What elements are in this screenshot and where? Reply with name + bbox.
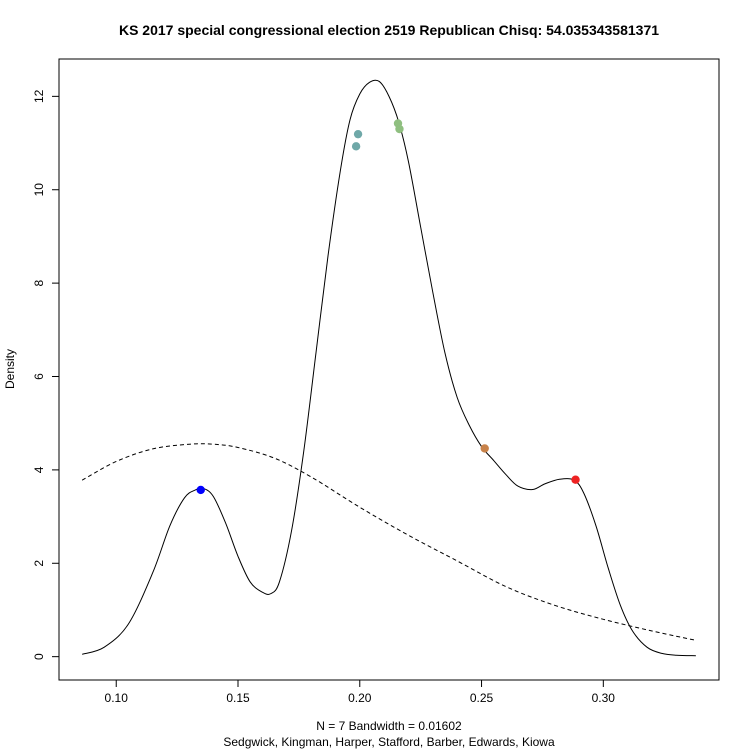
y-axis: 0 2 4 6 8 10 12 [32,89,60,660]
x-tick-label: 0.25 [470,691,494,705]
chart-title: KS 2017 special congressional election 2… [119,22,659,38]
points-layer [196,119,580,495]
x-tick-label: 0.20 [348,691,372,705]
county-point [351,142,361,151]
y-tick-label: 4 [32,466,46,473]
county-point [196,485,205,495]
x-axis-label-line1: N = 7 Bandwidth = 0.01602 [316,719,462,733]
dashed-reference-curve [81,443,696,641]
county-point [571,475,580,484]
y-tick-label: 0 [32,653,46,660]
y-axis-label: Density [3,349,17,389]
county-point [353,129,363,139]
y-tick-label: 8 [32,279,46,286]
y-tick-label: 2 [32,560,46,567]
x-tick-label: 0.10 [105,691,129,705]
county-point [395,124,404,134]
series-layer [81,79,696,657]
county-point [480,444,489,453]
x-axis-label-line2: Sedgwick, Kingman, Harper, Stafford, Bar… [223,735,555,749]
y-tick-label: 12 [32,89,46,103]
x-axis: 0.10 0.15 0.20 0.25 0.30 [105,679,616,705]
x-tick-label: 0.15 [226,691,250,705]
density-curve [81,79,696,657]
x-tick-label: 0.30 [592,691,616,705]
plot-frame [58,58,720,681]
y-tick-label: 6 [32,373,46,380]
y-tick-label: 10 [32,183,46,197]
